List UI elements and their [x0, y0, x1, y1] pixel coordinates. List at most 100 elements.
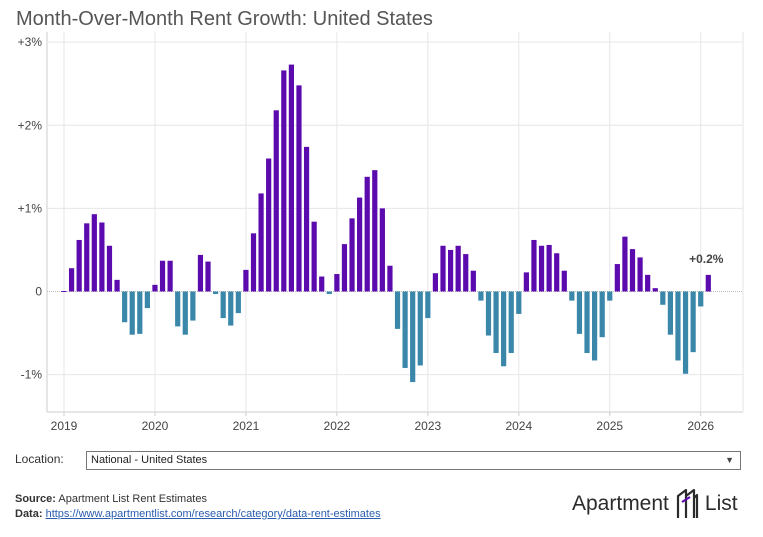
x-tick-label: 2023 [414, 419, 441, 433]
y-tick-label: +2% [18, 118, 43, 132]
bar [99, 222, 105, 292]
x-tick-label: 2021 [233, 419, 260, 433]
apartment-list-logo: Apartment List [572, 488, 738, 520]
y-tick-label: -1% [21, 368, 43, 382]
data-link[interactable]: https://www.apartmentlist.com/research/c… [45, 508, 381, 520]
bar [190, 291, 196, 321]
x-tick-label: 2020 [142, 419, 169, 433]
bar [326, 291, 332, 294]
bar [341, 244, 348, 292]
source-label: Source: [15, 493, 56, 505]
logo-word-apartment: Apartment [572, 492, 669, 515]
bar [637, 257, 643, 292]
bar [402, 291, 408, 368]
data-line: Data: https://www.apartmentlist.com/rese… [15, 508, 381, 520]
bar [281, 70, 287, 292]
bar [334, 274, 340, 292]
bar [372, 170, 378, 292]
bar [698, 291, 704, 307]
bar [470, 270, 476, 292]
bar [91, 214, 97, 292]
bar [576, 291, 583, 334]
rent-growth-chart: +3% +2% +1% 0 -1% 2019 2020 2021 2022 2023 2024 202… [18, 32, 744, 433]
y-tick-label: +1% [18, 201, 43, 215]
y-tick-label: 0 [35, 284, 42, 298]
bar [538, 245, 545, 292]
bar [667, 291, 673, 335]
bar [561, 270, 567, 292]
location-selected-value: National - United States [91, 454, 208, 466]
logo-word-list: List [704, 492, 738, 515]
bar [705, 274, 711, 292]
bar [485, 291, 492, 336]
data-label: +0.2% [689, 252, 724, 266]
bar [463, 254, 469, 292]
bar [152, 284, 158, 292]
bar [235, 291, 241, 314]
bar [167, 260, 173, 292]
bar [76, 239, 82, 292]
bar [440, 245, 446, 292]
bar [417, 291, 423, 366]
bar [303, 146, 310, 292]
source-text: Apartment List Rent Estimates [58, 493, 207, 505]
bar [425, 291, 431, 319]
bar [197, 254, 204, 292]
bar [182, 291, 188, 335]
bar [159, 260, 166, 292]
bar [122, 291, 128, 323]
bar [311, 221, 317, 292]
bar [213, 291, 219, 294]
bar [629, 249, 636, 292]
location-select[interactable]: National - United States ▼ [86, 451, 741, 470]
bar [114, 279, 120, 292]
bar [288, 64, 294, 292]
bar [660, 291, 666, 305]
bar [554, 253, 560, 292]
bar [478, 291, 484, 301]
bar [379, 208, 385, 292]
bar [455, 245, 461, 292]
bar [501, 291, 507, 367]
bar [493, 291, 499, 353]
bar [175, 291, 181, 327]
bar [675, 291, 681, 361]
bar [273, 110, 279, 292]
x-tick-label: 2019 [51, 419, 78, 433]
bar [84, 223, 90, 292]
bar [106, 245, 113, 292]
y-tick-label: +3% [18, 35, 43, 49]
bar [364, 176, 370, 292]
x-tick-label: 2025 [596, 419, 623, 433]
bar [516, 291, 522, 314]
source-line: Source: Apartment List Rent Estimates [15, 493, 207, 505]
bar [220, 291, 226, 319]
page-title: Month-Over-Month Rent Growth: United Sta… [16, 8, 433, 30]
bar [258, 193, 264, 292]
bar [394, 291, 401, 329]
bar [584, 291, 590, 353]
logo-building-icon [676, 488, 698, 518]
bar [599, 291, 605, 338]
location-label: Location: [15, 452, 64, 466]
bar [144, 291, 150, 309]
bar [508, 291, 514, 353]
bar [296, 85, 302, 292]
bar [266, 158, 272, 292]
bar [387, 265, 393, 292]
x-tick-label: 2026 [687, 419, 714, 433]
bar [531, 239, 537, 292]
bar [652, 288, 658, 292]
bar [432, 273, 439, 292]
bar [410, 291, 416, 383]
bar [319, 276, 325, 292]
bar [614, 264, 620, 292]
bar [447, 249, 454, 292]
bar [645, 274, 651, 292]
bar [523, 272, 529, 292]
bar [546, 244, 552, 292]
bar [137, 291, 143, 334]
x-tick-label: 2024 [505, 419, 532, 433]
bar [243, 269, 249, 292]
bar [250, 233, 257, 292]
